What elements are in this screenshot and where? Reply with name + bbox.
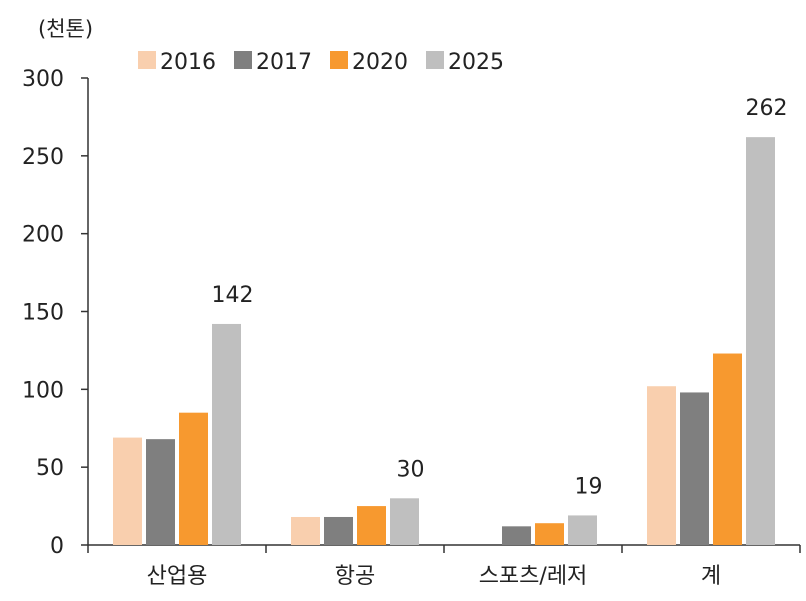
bar-2020 — [357, 506, 386, 545]
legend-swatch-2017 — [234, 51, 252, 69]
y-tick-label: 250 — [22, 145, 64, 170]
bar-2025 — [746, 137, 775, 546]
bar-2025 — [212, 323, 241, 545]
legend-label: 2025 — [448, 50, 504, 75]
bar-2017 — [502, 526, 531, 545]
data-label: 30 — [397, 457, 425, 482]
y-tick-label: 0 — [50, 534, 64, 559]
legend-swatch-2025 — [426, 51, 444, 69]
legend: 2016 2017 2020 2025 — [138, 50, 504, 75]
y-tick-label: 100 — [22, 378, 64, 403]
x-category-label: 산업용 — [147, 564, 208, 589]
data-label: 142 — [212, 283, 254, 308]
legend-label: 2020 — [352, 50, 408, 75]
legend-label: 2016 — [160, 50, 216, 75]
y-axis: 0 50 100 150 200 250 300 — [22, 67, 89, 559]
x-category-label: 계 — [701, 564, 721, 589]
bar-2020 — [179, 412, 208, 545]
x-category-label: 스포츠/레저 — [479, 564, 588, 589]
x-category-label: 항공 — [335, 564, 375, 589]
bar-2017 — [146, 439, 175, 545]
bar-2016 — [113, 437, 142, 545]
x-axis: 산업용 항공 스포츠/레저 계 — [87, 544, 801, 589]
data-label: 19 — [575, 474, 603, 499]
y-tick-label: 200 — [22, 223, 64, 248]
bar-2020 — [535, 523, 564, 545]
y-tick-label: 150 — [22, 301, 64, 326]
data-label: 262 — [746, 96, 788, 121]
legend-swatch-2016 — [138, 51, 156, 69]
legend-label: 2017 — [256, 50, 312, 75]
data-labels-layer: 142 30 19 262 — [212, 96, 788, 499]
bar-2025 — [390, 498, 419, 545]
bars-layer — [113, 137, 775, 546]
bar-2025 — [568, 515, 597, 545]
y-axis-unit-label: (천톤) — [38, 17, 93, 41]
bar-2016 — [291, 516, 320, 545]
legend-swatch-2020 — [330, 51, 348, 69]
y-tick-label: 50 — [36, 456, 64, 481]
bar-2016 — [647, 386, 676, 545]
bar-2017 — [324, 516, 353, 545]
bar-2020 — [713, 353, 742, 545]
bar-2017 — [680, 392, 709, 545]
y-tick-label: 300 — [22, 67, 64, 92]
